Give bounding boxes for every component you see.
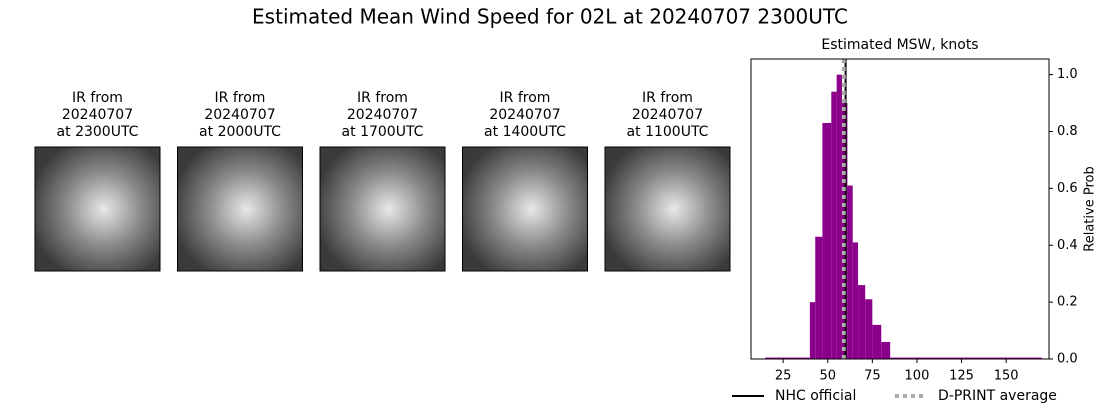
x-tick-label: 50 [819, 369, 836, 384]
y-tick-label: 0.6 [1057, 181, 1078, 196]
image-label: IR from [642, 90, 693, 106]
y-tick-label: 0.8 [1057, 124, 1078, 139]
image-label: at 2000UTC [199, 124, 281, 140]
image-label: IR from [72, 90, 123, 106]
image-label: 20240707 [347, 107, 418, 123]
bar [865, 299, 873, 359]
x-tick-label: 100 [905, 369, 930, 384]
image-label: at 2300UTC [57, 124, 139, 140]
satellite-image [319, 146, 446, 272]
y-tick-label: 0.4 [1057, 238, 1078, 253]
bar [847, 185, 853, 359]
bar [815, 236, 823, 359]
bar [831, 91, 837, 360]
image-label: at 1700UTC [342, 124, 424, 140]
bar [822, 122, 832, 359]
legend-label: NHC official [775, 388, 856, 404]
image-label: at 1400UTC [484, 124, 566, 140]
image-label: 20240707 [62, 107, 133, 123]
y-tick-label: 0.0 [1057, 352, 1078, 367]
image-label: IR from [215, 90, 266, 106]
image-label: IR from [500, 90, 551, 106]
x-tick-label: 75 [864, 369, 881, 384]
x-tick-label: 25 [775, 369, 792, 384]
satellite-image [34, 146, 161, 272]
bar [890, 357, 1042, 359]
image-label: 20240707 [204, 107, 275, 123]
satellite-image [462, 146, 588, 272]
bar [836, 74, 843, 360]
bar [809, 302, 816, 359]
bar [881, 341, 891, 359]
y-tick-label: 0.2 [1057, 295, 1078, 310]
y-tick-label: 1.0 [1057, 67, 1078, 82]
image-label: 20240707 [632, 107, 703, 123]
satellite-image [177, 146, 303, 272]
bar [872, 324, 882, 359]
bar [765, 357, 810, 359]
bar [852, 242, 859, 359]
x-tick-label: 125 [949, 369, 974, 384]
image-label: 20240707 [489, 107, 560, 123]
x-tick-label: 150 [994, 369, 1019, 384]
legend-label: D-PRINT average [938, 388, 1057, 404]
y-axis-label: Relative Prob [1083, 166, 1098, 251]
image-label: at 1100UTC [627, 124, 709, 140]
plot-frame [750, 58, 1050, 360]
image-label: IR from [357, 90, 408, 106]
bar [858, 285, 866, 359]
chart-title: Estimated MSW, knots [821, 37, 978, 53]
satellite-image [604, 146, 731, 272]
figure-title: Estimated Mean Wind Speed for 02L at 202… [252, 5, 848, 29]
